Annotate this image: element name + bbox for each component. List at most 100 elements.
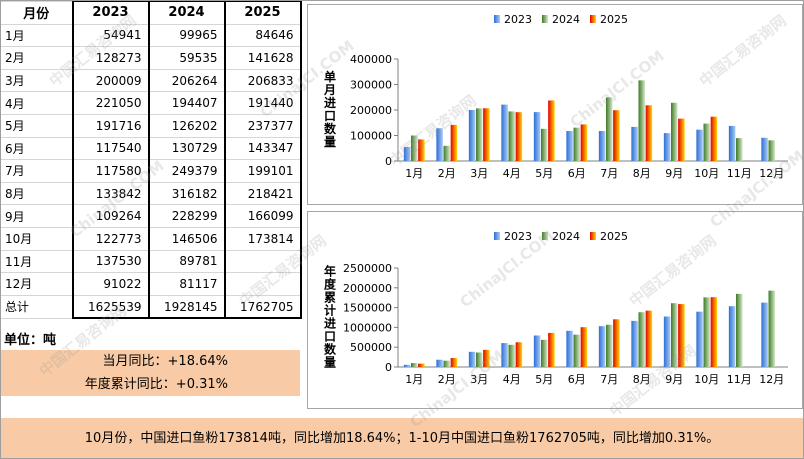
value-2025-cell: 166099 <box>224 204 302 228</box>
bar-2023-10月 <box>696 129 703 161</box>
value-2025-cell: 191440 <box>224 91 302 115</box>
footer-summary: 10月份，中国进口鱼粉173814吨，同比增加18.64%；1-10月中国进口鱼… <box>0 418 804 459</box>
value-2024-cell: 89781 <box>148 249 226 274</box>
bar-2025-5月 <box>548 100 555 161</box>
y-tick-label: 1000000 <box>343 321 392 334</box>
legend-swatch-2025 <box>590 15 596 23</box>
bar-2023-8月 <box>631 320 638 367</box>
monthly-import-table: 月份 2023 2024 2025 1月 54941 99965 84646 2月 128… <box>0 0 302 320</box>
month-cell: 3月 <box>0 68 73 93</box>
bar-2023-5月 <box>533 112 541 161</box>
value-2023-cell: 91022 <box>71 272 150 296</box>
x-tick-label: 9月 <box>665 373 683 386</box>
value-2025-cell: 199101 <box>224 159 302 183</box>
bar-2023-1月 <box>403 364 411 367</box>
bar-2024-9月 <box>671 102 678 161</box>
header-month: 月份 <box>0 0 73 25</box>
bar-2025-5月 <box>548 332 555 367</box>
bar-2024-12月 <box>768 290 775 367</box>
bar-2024-4月 <box>508 111 515 161</box>
x-tick-label: 2月 <box>438 373 456 386</box>
table-row: 2月 128273 59535 141628 <box>0 46 302 70</box>
bar-2024-2月 <box>443 145 450 161</box>
ytd-yoy-text: 年度累计同比：+0.31% <box>84 377 228 392</box>
value-2023-cell: 128273 <box>71 46 150 70</box>
bar-2024-4月 <box>508 344 515 367</box>
monthly-import-chart: 0 100000 200000 300000 400000 单月进口数量 1月 2月 3月 4月 5… <box>307 4 803 205</box>
y-tick-label: 500000 <box>350 341 392 354</box>
legend-label-2023: 2023 <box>504 13 532 26</box>
value-2025-cell: 237377 <box>224 113 302 138</box>
y-tick-label: 1500000 <box>343 302 392 315</box>
bar-2025-7月 <box>613 110 620 161</box>
bar-2025-4月 <box>515 112 523 161</box>
legend-swatch-2024 <box>542 15 548 23</box>
total-2025: 1762705 <box>224 294 302 320</box>
y-tick-label: 2500000 <box>343 262 392 275</box>
value-2024-cell: 206264 <box>148 68 226 93</box>
cumulative-import-chart: 0 500000 1000000 1500000 2000000 2500000 年度累计进… <box>307 211 803 409</box>
x-tick-label: 2月 <box>438 167 456 180</box>
bar-2024-11月 <box>736 293 743 367</box>
bar-2023-10月 <box>696 311 703 367</box>
bar-2025-8月 <box>645 105 653 161</box>
bar-2023-2月 <box>436 128 443 161</box>
bar-2023-4月 <box>501 343 508 367</box>
table-row: 7月 117580 249379 199101 <box>0 159 302 183</box>
value-2023-cell: 54941 <box>71 23 150 48</box>
legend-swatch-2025 <box>590 232 596 240</box>
bar-2024-10月 <box>703 297 710 367</box>
bar-2024-5月 <box>541 128 548 161</box>
y-tick-label: 200000 <box>350 104 392 117</box>
value-2023-cell: 117540 <box>71 136 150 161</box>
value-2023-cell: 117580 <box>71 159 150 183</box>
total-label: 总计 <box>0 294 73 319</box>
bar-2024-3月 <box>476 108 483 161</box>
y-tick-label: 100000 <box>350 130 392 143</box>
bar-2023-1月 <box>403 146 411 161</box>
unit-label: 单位：吨 <box>4 333 57 348</box>
month-cell: 7月 <box>0 159 73 183</box>
value-2025-cell: 143347 <box>224 136 302 161</box>
value-2024-cell: 228299 <box>148 204 226 228</box>
table-header-row: 月份 2023 2024 2025 <box>0 0 302 25</box>
table-row: 10月 122773 146506 173814 <box>0 226 302 251</box>
value-2025-cell: 173814 <box>224 226 302 251</box>
monthly-chart-svg: 0 100000 200000 300000 400000 单月进口数量 1月 2月 3月 4月 5… <box>323 13 788 180</box>
bar-2025-6月 <box>580 124 588 161</box>
bar-2025-10月 <box>710 297 718 367</box>
value-2025-cell: 206833 <box>224 68 302 93</box>
bar-2023-7月 <box>598 131 606 161</box>
bar-2024-3月 <box>476 352 483 367</box>
table-row: 11月 137530 89781 <box>0 249 302 274</box>
bar-2023-8月 <box>631 126 638 161</box>
value-2025-cell <box>224 249 302 274</box>
month-yoy-text: 当月同比：+18.64% <box>102 354 228 369</box>
bar-2024-7月 <box>606 324 613 367</box>
value-2025-cell: 84646 <box>224 23 302 48</box>
bar-2023-11月 <box>728 125 736 161</box>
bar-2024-8月 <box>638 312 645 367</box>
bar-2024-5月 <box>541 339 548 367</box>
bar-2023-4月 <box>501 104 508 161</box>
x-tick-label: 4月 <box>503 167 521 180</box>
x-tick-label: 12月 <box>759 373 784 386</box>
table-row: 4月 221050 194407 191440 <box>0 91 302 115</box>
value-2024-cell: 130729 <box>148 136 226 161</box>
x-tick-label: 6月 <box>568 373 586 386</box>
bar-2023-11月 <box>728 306 736 367</box>
value-2023-cell: 109264 <box>71 204 150 228</box>
value-2023-cell: 137530 <box>71 249 150 274</box>
value-2024-cell: 249379 <box>148 159 226 183</box>
value-2024-cell: 81117 <box>148 272 226 296</box>
month-cell: 11月 <box>0 249 73 274</box>
table-row: 6月 117540 130729 143347 <box>0 136 302 161</box>
bar-2025-4月 <box>515 342 523 367</box>
total-2023: 1625539 <box>71 294 150 320</box>
bar-2025-3月 <box>483 349 490 367</box>
month-cell: 8月 <box>0 181 73 206</box>
bar-2025-9月 <box>678 118 685 161</box>
bar-2025-8月 <box>645 310 653 367</box>
cumulative-chart-svg: 0 500000 1000000 1500000 2000000 2500000 年度累计进… <box>324 230 788 386</box>
y-tick-label: 0 <box>385 155 392 168</box>
